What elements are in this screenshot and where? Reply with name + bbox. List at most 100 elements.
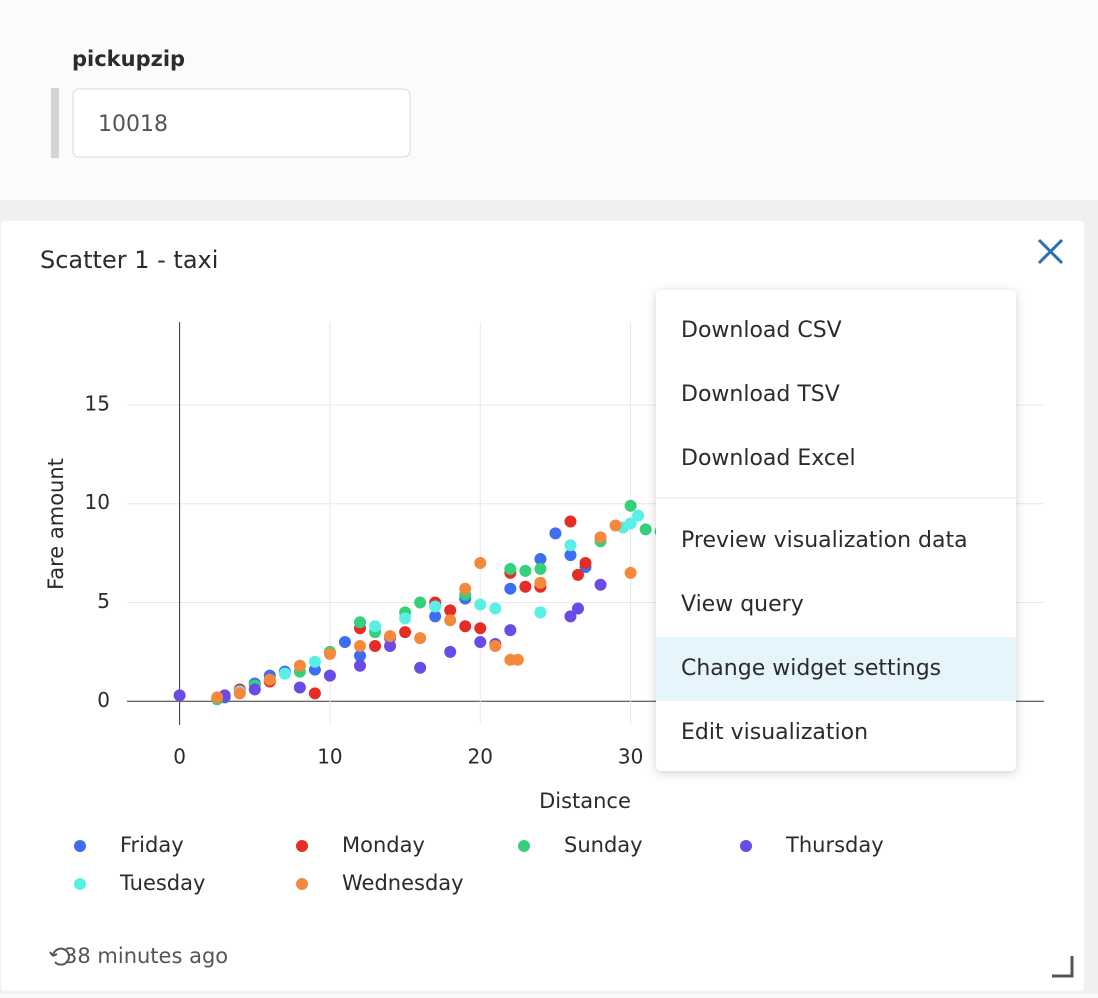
point (384, 639, 397, 652)
point (369, 639, 382, 652)
point (263, 673, 276, 686)
point (323, 647, 336, 660)
point (511, 653, 524, 666)
point (354, 639, 367, 652)
point (399, 612, 412, 625)
resize-handle[interactable] (1052, 956, 1074, 978)
close-button[interactable] (1037, 238, 1064, 265)
point (308, 687, 321, 700)
point (293, 659, 306, 672)
x-tick-label: 30 (618, 745, 643, 769)
y-tick-label: 0 (97, 688, 110, 712)
point (384, 630, 397, 643)
filter-input[interactable] (72, 88, 411, 158)
point (534, 606, 547, 619)
x-axis-label: Distance (539, 789, 631, 813)
point (429, 600, 442, 613)
point (639, 523, 652, 536)
point (624, 499, 637, 512)
point (624, 566, 637, 579)
legend-label[interactable]: Wednesday (342, 871, 464, 895)
point (369, 620, 382, 633)
point (519, 564, 532, 577)
point (248, 683, 261, 696)
legend-label[interactable]: Sunday (564, 833, 643, 857)
menu-item[interactable]: Download TSV (681, 382, 840, 407)
point (354, 616, 367, 629)
context-menu: Download CSV Download TSV Download Excel Pr… (656, 290, 1016, 771)
point (414, 661, 427, 674)
point (571, 568, 584, 581)
x-tick-label: 10 (317, 745, 342, 769)
menu-item[interactable]: View query (681, 592, 804, 617)
menu-item[interactable]: Preview visualization data (681, 528, 968, 553)
widget-footer: 38 minutes ago (64, 944, 228, 968)
point (293, 681, 306, 694)
point (504, 562, 517, 575)
legend-swatch (296, 840, 308, 852)
filter-value: 10018 (98, 112, 168, 137)
legend-swatch (296, 878, 308, 890)
point (632, 509, 645, 522)
point (564, 610, 577, 623)
widget-title: Scatter 1 - taxi (40, 246, 218, 274)
point (338, 636, 351, 649)
point (474, 636, 487, 649)
point (504, 582, 517, 595)
point (354, 659, 367, 672)
legend-label[interactable]: Friday (120, 833, 184, 857)
x-tick-label: 0 (173, 745, 186, 769)
drag-handle[interactable] (51, 88, 59, 158)
y-tick-label: 5 (97, 589, 110, 613)
legend-swatch (518, 840, 530, 852)
menu-item[interactable]: Edit visualization (681, 720, 868, 745)
y-axis-label: Fare amount (44, 458, 68, 590)
y-tick-label: 15 (85, 391, 110, 415)
point (594, 578, 607, 591)
point (564, 515, 577, 528)
point (323, 669, 336, 682)
point (564, 549, 577, 562)
point (609, 519, 622, 532)
point (414, 632, 427, 645)
point (414, 596, 427, 609)
point (459, 582, 472, 595)
y-tick-label: 10 (85, 490, 110, 514)
point (534, 562, 547, 575)
point (444, 604, 457, 617)
point (549, 527, 562, 540)
point (571, 602, 584, 615)
menu-item[interactable]: Download Excel (681, 446, 856, 471)
point (519, 580, 532, 593)
menu-item[interactable]: Change widget settings (681, 656, 941, 681)
point (474, 622, 487, 635)
point (173, 689, 186, 702)
legend-label[interactable]: Tuesday (119, 871, 205, 895)
legend-swatch (740, 840, 752, 852)
point (489, 639, 502, 652)
legend-swatch (74, 878, 86, 890)
point (444, 614, 457, 627)
refresh-icon[interactable] (49, 947, 70, 966)
point (278, 667, 291, 680)
legend-label[interactable]: Monday (342, 833, 425, 857)
point (474, 598, 487, 611)
menu-item[interactable]: Download CSV (681, 318, 842, 343)
point (459, 620, 472, 633)
x-tick-label: 20 (468, 745, 493, 769)
point (534, 553, 547, 566)
point (399, 626, 412, 639)
point (489, 602, 502, 615)
point (504, 624, 517, 637)
point (534, 576, 547, 589)
legend-label[interactable]: Thursday (785, 833, 884, 857)
point (579, 557, 592, 570)
point (308, 655, 321, 668)
point (444, 645, 457, 658)
point (474, 557, 487, 570)
point (211, 691, 224, 704)
point (233, 687, 246, 700)
point (429, 610, 442, 623)
filter-label: pickupzip (72, 47, 185, 71)
